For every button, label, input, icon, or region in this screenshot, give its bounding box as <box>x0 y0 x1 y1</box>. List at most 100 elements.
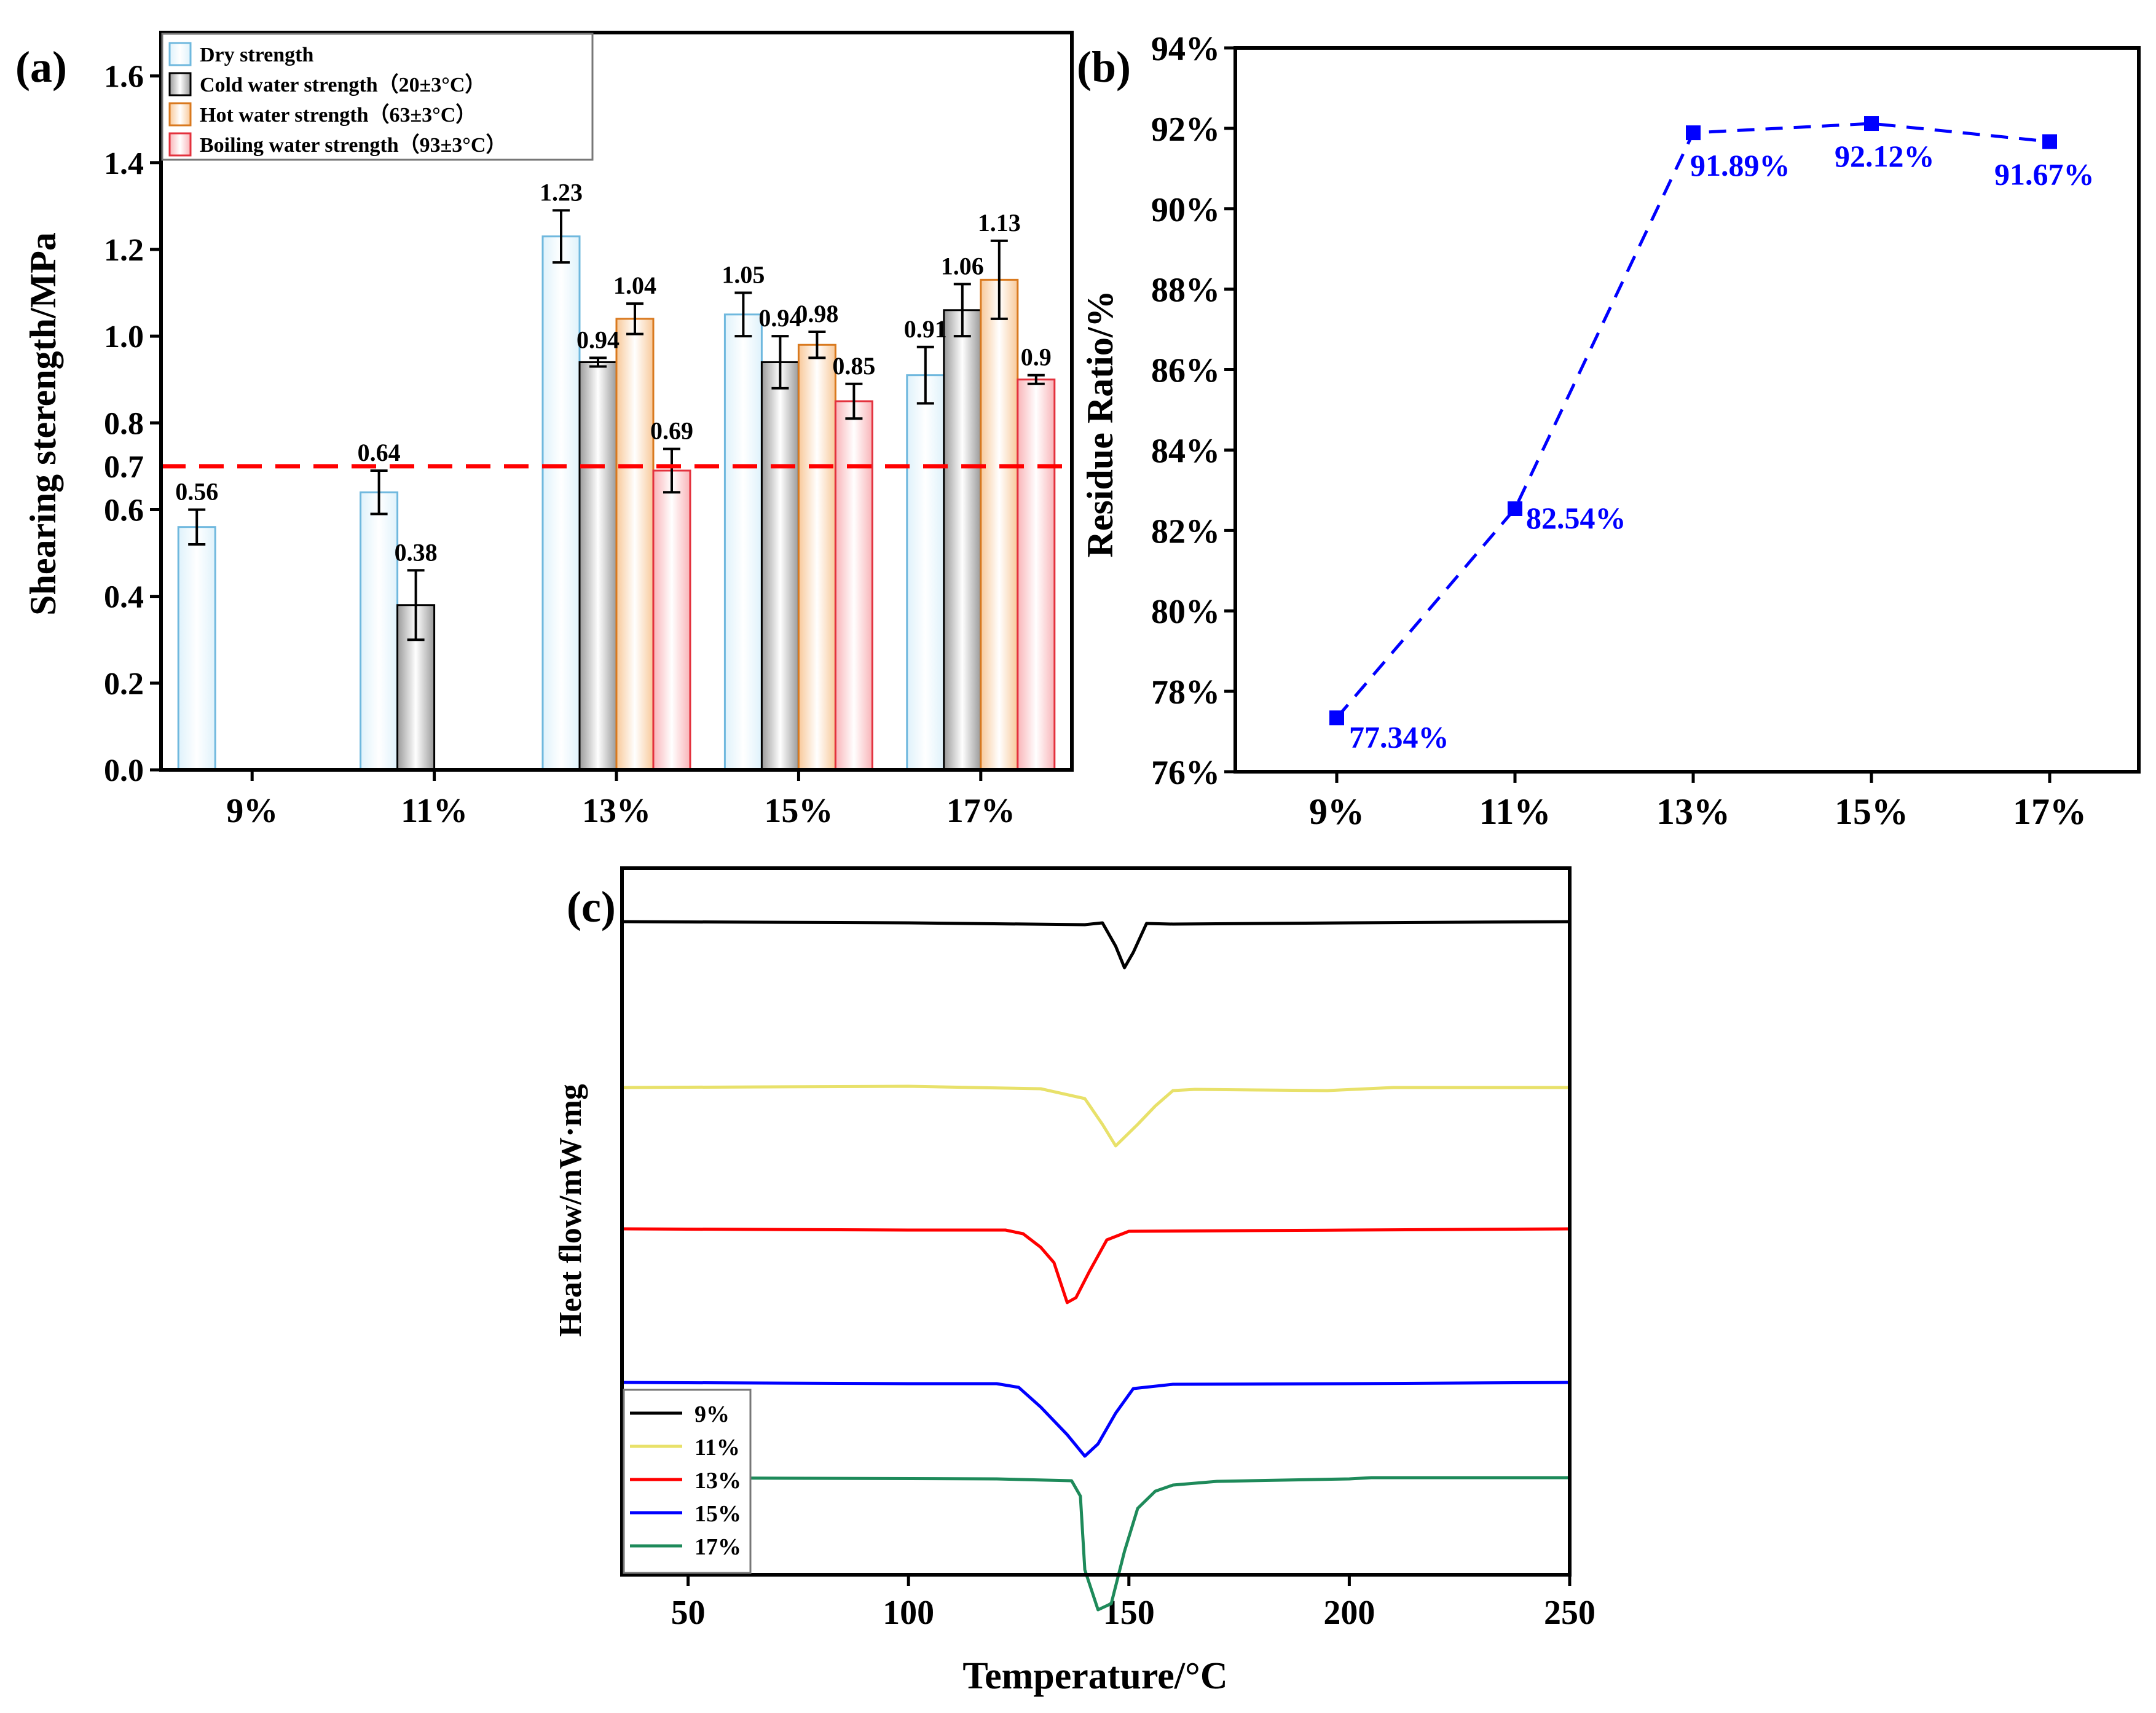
data-label: 1.23 <box>540 178 583 206</box>
x-tick-label: 17% <box>946 792 1015 830</box>
data-label: 0.85 <box>832 352 875 380</box>
data-label: 0.91 <box>904 315 947 343</box>
x-tick-label: 9% <box>226 792 278 830</box>
legend-label-c15: 15% <box>694 1501 741 1527</box>
panel-c-xlabel: Temperature/°C <box>962 1655 1227 1697</box>
ratio-point <box>1508 501 1522 516</box>
x-tick-label: 11% <box>401 792 468 830</box>
panel-c-axes-frame <box>620 866 1572 1577</box>
panel-b-points: 77.34% 82.54% 91.89% 92.12% 91.67% <box>1329 116 2095 754</box>
panel-b-ticks: 76% 78% 80% 82% 84% 86% 88% 90% 92% 94% 9% 11% 13% 15… <box>1151 30 2087 832</box>
x-tick-label: 17% <box>2013 791 2087 832</box>
bar-hot <box>980 278 1019 771</box>
panel-c-ticks: 50 100 150 200 250 <box>671 1575 1595 1632</box>
panel-a-bars <box>177 209 1056 771</box>
legend-swatch-boil <box>168 132 192 157</box>
bar-dry <box>723 313 763 771</box>
panel-a-axes-frame <box>159 31 1074 772</box>
y-tick-label: 90% <box>1151 191 1220 229</box>
x-tick-label: 15% <box>1835 791 1908 832</box>
y-tick-label: 76% <box>1151 754 1220 792</box>
legend-box <box>623 1389 752 1574</box>
panel-a-ticks: 0.0 0.2 0.4 0.6 0.8 1.0 1.2 1.4 1.6 9% 11% 13% 15% 17… <box>104 60 1015 830</box>
y-tick-label: 88% <box>1151 272 1220 310</box>
ratio-label: 91.67% <box>1994 157 2095 191</box>
y-tick-label: 0.6 <box>104 493 144 528</box>
panel-c: (c) Heat flow/mW·mg Temperature/°C 50 100… <box>553 866 1595 1697</box>
bar-hot <box>797 343 836 771</box>
legend-swatch-dry <box>168 42 192 66</box>
y-tick-label: 80% <box>1151 593 1220 631</box>
legend-swatch-cold <box>168 72 192 96</box>
y-tick-label: 1.4 <box>104 146 144 181</box>
ratio-label: 92.12% <box>1835 139 1935 173</box>
panel-b-ylabel: Residue Ratio/% <box>1080 291 1120 558</box>
data-label: 0.64 <box>358 439 401 466</box>
panel-c-letter: (c) <box>567 882 616 931</box>
dsc-curve-c15 <box>621 1381 1570 1458</box>
y-tick-label: 92% <box>1151 111 1220 149</box>
ratio-point <box>1686 125 1701 141</box>
x-tick-label: 250 <box>1544 1594 1595 1632</box>
ratio-label: 91.89% <box>1690 148 1790 182</box>
ratio-label: 77.34% <box>1349 719 1449 754</box>
x-tick-label: 11% <box>1479 791 1551 832</box>
legend-box <box>161 33 594 161</box>
legend-swatch-hot <box>168 102 192 127</box>
y-tick-label: 0.2 <box>104 667 144 702</box>
data-label: 0.9 <box>1021 343 1052 371</box>
legend-label-boil: Boiling water strength（93±3°C） <box>200 133 506 157</box>
bar-dry <box>541 235 581 771</box>
ratio-point <box>2042 134 2057 149</box>
y-tick-label: 78% <box>1151 673 1220 711</box>
dsc-curve-c11 <box>621 1084 1570 1148</box>
legend-label-hot: Hot water strength（63±3°C） <box>200 103 476 127</box>
x-tick-label: 9% <box>1309 791 1364 832</box>
legend-label-c13: 13% <box>694 1468 741 1494</box>
panel-a-ylabel: Shearing sterength/MPa <box>23 232 63 616</box>
ratio-point <box>1864 116 1879 131</box>
legend-label-dry: Dry strength <box>200 44 313 66</box>
data-label: 1.05 <box>722 261 765 289</box>
panel-a-legend: Dry strength Cold water strength（20±3°C） H… <box>161 33 594 161</box>
y-tick-label: 1.6 <box>104 60 144 95</box>
y-tick-label: 94% <box>1151 30 1220 68</box>
panel-c-curves <box>621 920 1570 1612</box>
bar-boil <box>1017 378 1056 771</box>
bar-boil <box>834 400 873 771</box>
panel-b: (b) Residue Ratio/% 76% 78% 80% 82% 84% 86% 88… <box>1077 30 2141 832</box>
bar-cold <box>943 309 982 771</box>
x-tick-label: 200 <box>1323 1594 1375 1632</box>
dsc-curve-c13 <box>621 1227 1570 1304</box>
data-label: 0.94 <box>758 304 801 332</box>
panel-a-data-labels: 0.56 0.64 1.23 1.05 0.91 0.38 0.94 0.94 1.06 1.04… <box>175 178 1052 566</box>
ratio-point <box>1329 710 1344 726</box>
panel-c-ylabel: Heat flow/mW·mg <box>553 1084 588 1337</box>
bar-dry <box>906 374 945 771</box>
data-label: 0.56 <box>175 477 218 505</box>
threshold-tick-label: 0.7 <box>104 450 144 485</box>
y-tick-label: 86% <box>1151 352 1220 390</box>
legend-label-c9: 9% <box>694 1401 730 1427</box>
y-tick-label: 0.0 <box>104 753 144 788</box>
bar-cold <box>396 604 436 771</box>
panel-b-axes-frame <box>1233 46 2141 774</box>
bar-dry <box>177 526 216 771</box>
data-label: 1.13 <box>978 209 1021 237</box>
y-tick-label: 1.2 <box>104 233 144 268</box>
bar-dry <box>360 491 399 771</box>
dsc-curve-c17 <box>621 1476 1570 1612</box>
data-label: 0.98 <box>795 300 838 327</box>
panel-c-legend: 9% 11% 13% 15% 17% <box>623 1389 752 1574</box>
legend-label-cold: Cold water strength（20±3°C） <box>200 73 486 96</box>
bar-boil <box>652 469 691 771</box>
panel-a: (a) Shearing sterength/MPa 0.00.20.40.60… <box>15 31 1074 830</box>
data-label: 0.69 <box>650 417 693 445</box>
bar-hot <box>615 318 655 771</box>
x-tick-label: 13% <box>582 792 651 830</box>
bar-cold <box>760 361 800 771</box>
y-tick-label: 1.0 <box>104 319 144 355</box>
panel-b-letter: (b) <box>1077 42 1131 92</box>
x-tick-label: 13% <box>1656 791 1730 832</box>
